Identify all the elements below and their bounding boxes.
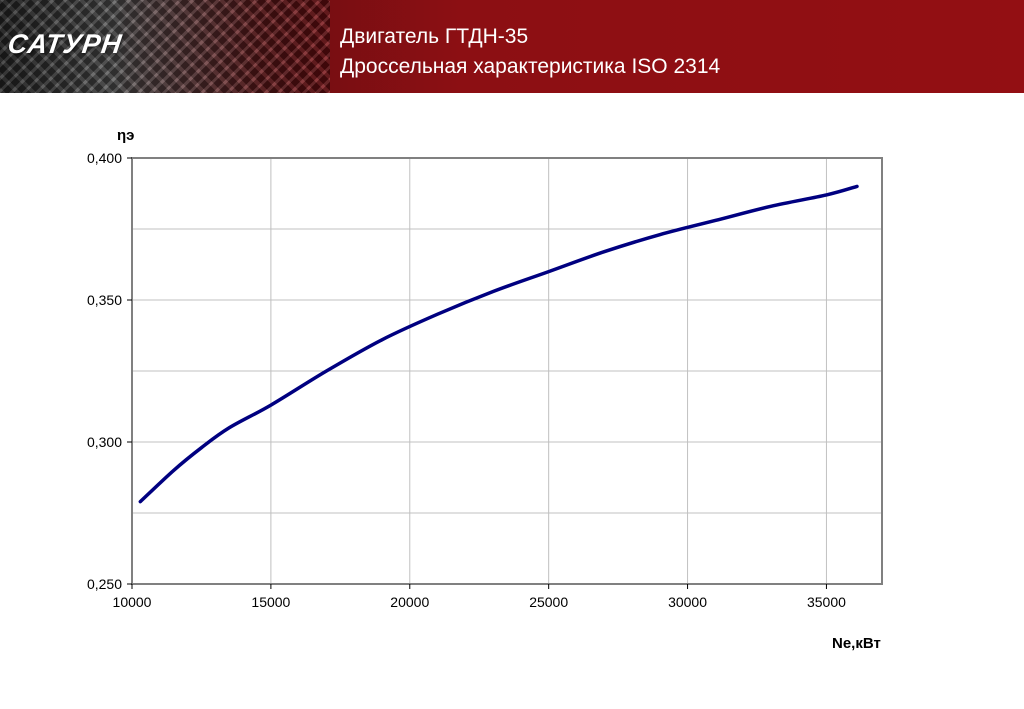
x-axis-label: Ne,кВт (832, 635, 881, 652)
turbine-texture-image (0, 0, 330, 93)
x-tick-label: 15000 (251, 594, 290, 610)
y-axis-label: ηэ (117, 127, 134, 144)
x-tick-label: 25000 (529, 594, 568, 610)
x-tick-label: 20000 (390, 594, 429, 610)
header-banner: САТУРН Двигатель ГТДН-35 Дроссельная хар… (0, 0, 1024, 93)
slide-title: Двигатель ГТДН-35 Дроссельная характерис… (340, 22, 720, 82)
x-tick-label: 30000 (668, 594, 707, 610)
y-tick-label: 0,400 (87, 150, 122, 166)
title-line-1: Двигатель ГТДН-35 (340, 25, 529, 48)
efficiency-series-line (138, 184, 859, 504)
x-tick-label: 35000 (807, 594, 846, 610)
grid-lines (132, 158, 882, 584)
plot-area-frame (131, 157, 883, 585)
y-tick-label: 0,350 (87, 292, 122, 308)
axis-ticks: 10000 15000 20000 25000 30000 35000 0,250 0,300… (87, 150, 846, 610)
x-tick-label: 10000 (113, 594, 152, 610)
y-tick-label: 0,300 (87, 434, 122, 450)
y-tick-label: 0,250 (87, 576, 122, 592)
title-line-2: Дроссельная характеристика ISO 2314 (340, 55, 721, 78)
